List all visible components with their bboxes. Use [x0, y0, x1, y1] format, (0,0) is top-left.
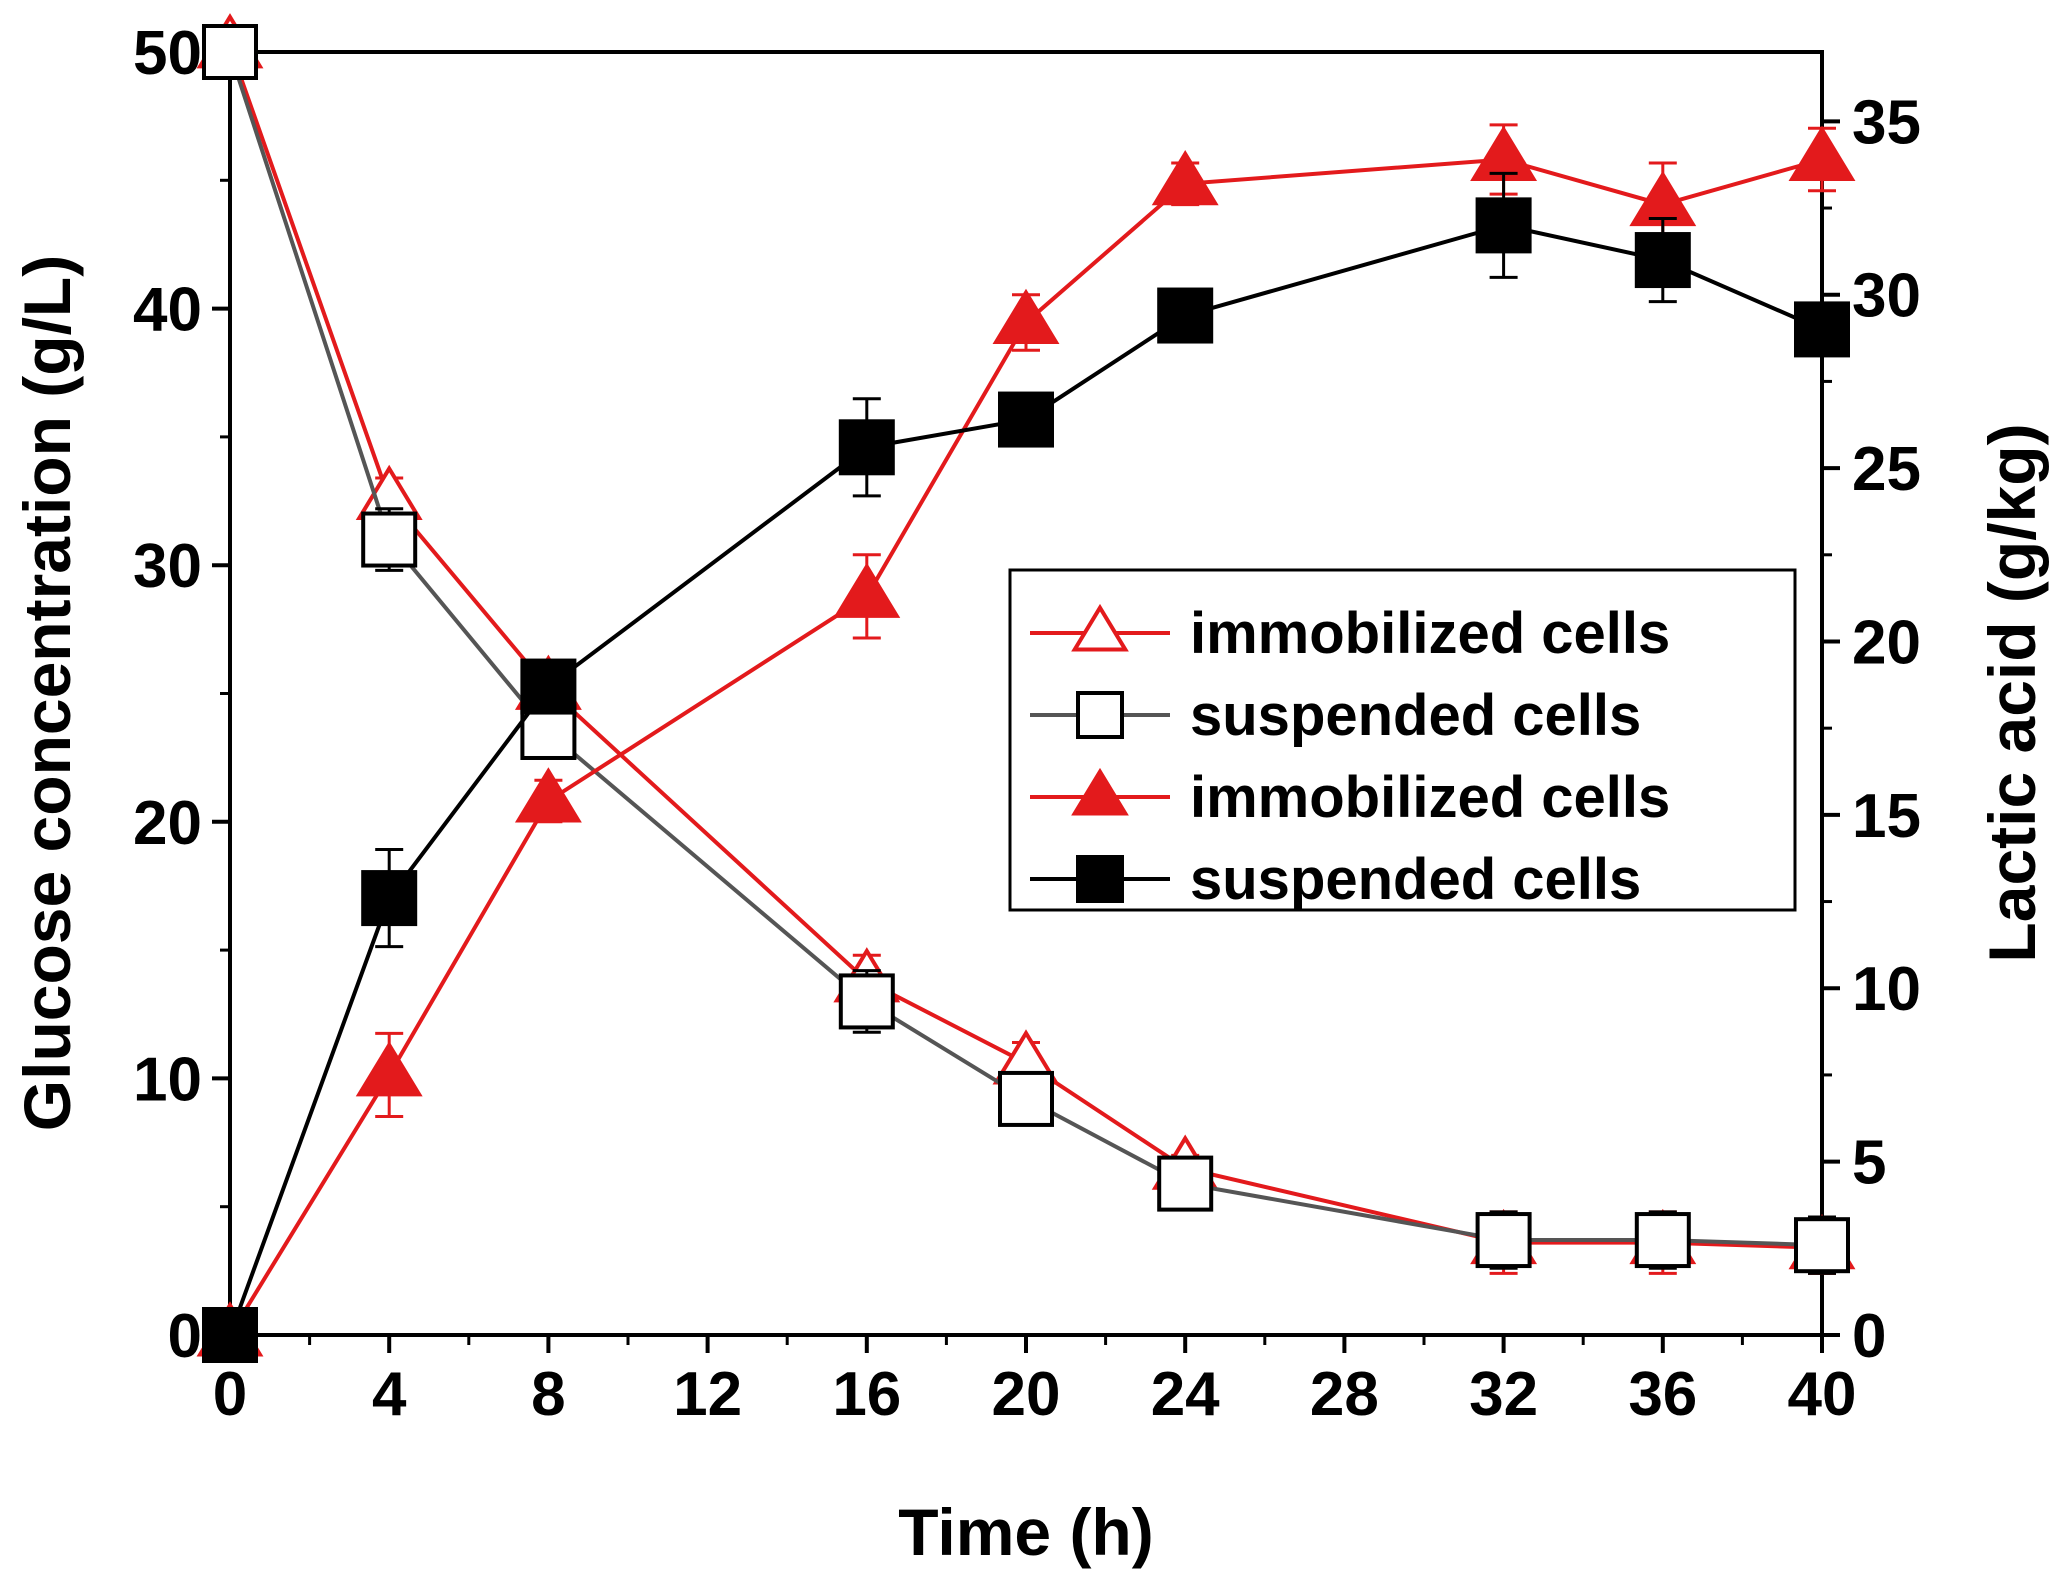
x-tick-label: 36 — [1628, 1360, 1697, 1429]
data-point — [1634, 1212, 1691, 1269]
data-point — [1475, 1212, 1532, 1269]
legend-marker — [1071, 603, 1129, 652]
data-point — [1470, 125, 1538, 181]
series-1 — [202, 24, 1850, 1275]
legend-box — [1008, 568, 1797, 912]
data-point — [1794, 301, 1850, 358]
legend-marker — [1071, 767, 1129, 816]
legend-marker — [1076, 855, 1124, 903]
x-tick-label: 12 — [673, 1360, 742, 1429]
data-point — [833, 562, 901, 618]
legend-label: suspended cells — [1190, 683, 1641, 748]
x-tick-label: 28 — [1310, 1360, 1379, 1429]
y-left-tick-label: 20 — [133, 789, 202, 858]
data-point — [1475, 197, 1532, 254]
x-tick-label: 8 — [531, 1360, 565, 1429]
y-right-tick-label: 15 — [1852, 782, 1921, 851]
y-left-tick-label: 40 — [133, 276, 202, 345]
x-tick-label: 24 — [1151, 1360, 1220, 1429]
data-point — [998, 391, 1054, 448]
x-tick-label: 20 — [992, 1360, 1061, 1429]
data-point — [838, 973, 895, 1030]
data-point — [1157, 1155, 1214, 1212]
y-right-tick-label: 10 — [1852, 955, 1921, 1024]
y-left-tick-label: 0 — [168, 1302, 202, 1371]
y-right-tick-label: 5 — [1852, 1129, 1886, 1198]
axis-ticks: 0 4 8 12 16 20 24 28 32 36 40010203040500510152025… — [133, 19, 1921, 1429]
x-tick-label: 40 — [1788, 1360, 1857, 1429]
data-point — [361, 870, 418, 927]
legend-label: immobilized cells — [1190, 765, 1670, 830]
data-point — [992, 288, 1060, 344]
y-right-tick-label: 20 — [1852, 608, 1921, 677]
data-point — [202, 1307, 258, 1363]
y-right-tick-label: 0 — [1852, 1302, 1886, 1371]
y-left-tick-label: 50 — [133, 19, 202, 88]
data-point — [1794, 1217, 1850, 1274]
x-axis-title: Time (h) — [898, 1495, 1153, 1569]
y-left-tick-label: 30 — [133, 532, 202, 601]
y-right-tick-label: 35 — [1852, 88, 1921, 157]
legend: immobilized cells suspended cells immobili… — [1008, 568, 1797, 912]
data-point — [1151, 150, 1219, 206]
x-tick-label: 4 — [372, 1360, 407, 1429]
data-point — [514, 767, 582, 823]
data-point — [1788, 125, 1856, 181]
data-point — [361, 511, 418, 568]
y-left-axis-title: Glucose concentration (g/L) — [10, 255, 84, 1131]
x-tick-label: 0 — [213, 1360, 247, 1429]
y-right-tick-label: 25 — [1852, 435, 1921, 504]
series-3 — [202, 171, 1850, 1363]
x-tick-label: 32 — [1469, 1360, 1538, 1429]
data-point — [838, 419, 895, 476]
legend-label: immobilized cells — [1190, 601, 1670, 666]
data-point — [1157, 287, 1214, 344]
data-point — [355, 1041, 423, 1097]
data-point — [998, 1070, 1054, 1127]
series-layer — [196, 13, 1856, 1363]
data-point — [520, 658, 577, 715]
y-left-tick-label: 10 — [133, 1045, 202, 1114]
data-point — [1634, 232, 1691, 289]
x-tick-label: 16 — [832, 1360, 901, 1429]
y-right-axis-title: Lactic acid (g/kg) — [1975, 423, 2049, 962]
data-point — [202, 24, 258, 80]
y-right-tick-label: 30 — [1852, 262, 1921, 331]
legend-marker — [1076, 691, 1124, 739]
legend-label: suspended cells — [1190, 847, 1641, 912]
data-point — [520, 703, 577, 760]
